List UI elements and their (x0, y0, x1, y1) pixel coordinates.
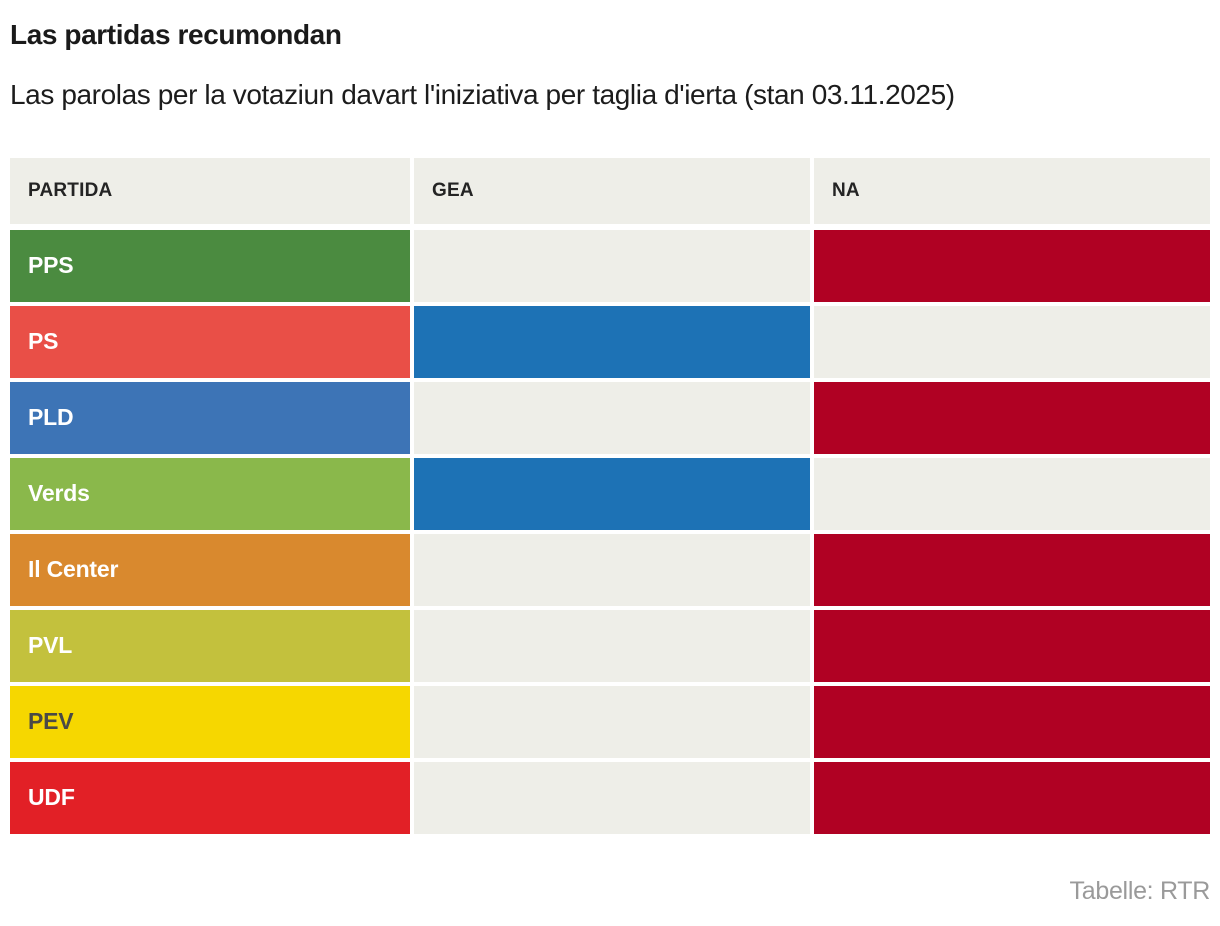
na-cell (814, 533, 1210, 606)
party-cell: PLD (10, 381, 410, 454)
chart-subtitle: Las parolas per la votaziun davart l'ini… (10, 78, 955, 110)
na-cell (814, 685, 1210, 758)
table-row: PS (10, 305, 1210, 378)
table-row: PLD (10, 381, 1210, 454)
chart-title: Las partidas recumondan (10, 19, 342, 50)
gea-cell (414, 381, 810, 454)
na-cell (814, 229, 1210, 302)
column-header-na: NA (814, 157, 1210, 224)
gea-cell (414, 685, 810, 758)
party-cell: PVL (10, 609, 410, 682)
table-row: PVL (10, 609, 1210, 682)
party-label: Il Center (28, 556, 119, 583)
party-cell: Il Center (10, 533, 410, 606)
party-cell: Verds (10, 457, 410, 530)
party-label: PVL (28, 632, 73, 659)
party-label: PS (28, 328, 59, 355)
recommendation-table: PARTIDA GEA NA PPS PS PLD Verds (10, 157, 1210, 834)
gea-cell (414, 761, 810, 834)
na-cell (814, 381, 1210, 454)
table-header-row: PARTIDA GEA NA (10, 157, 1210, 224)
party-label: PLD (28, 404, 74, 431)
party-cell: PPS (10, 229, 410, 302)
party-label: UDF (28, 784, 75, 811)
gea-cell (414, 533, 810, 606)
table-row: Il Center (10, 533, 1210, 606)
party-label: Verds (28, 480, 90, 507)
party-label: PPS (28, 252, 74, 279)
na-cell (814, 305, 1210, 378)
na-cell (814, 761, 1210, 834)
table-body: PPS PS PLD Verds Il Center PVL (10, 229, 1210, 834)
column-header-partida: PARTIDA (10, 157, 410, 224)
table-row: Verds (10, 457, 1210, 530)
table-row: PEV (10, 685, 1210, 758)
source-attribution: Tabelle: RTR (1069, 877, 1211, 905)
gea-cell (414, 229, 810, 302)
party-cell: PS (10, 305, 410, 378)
na-cell (814, 609, 1210, 682)
gea-cell (414, 457, 810, 530)
table-row: UDF (10, 761, 1210, 834)
party-label: PEV (28, 708, 74, 735)
table-row: PPS (10, 229, 1210, 302)
na-cell (814, 457, 1210, 530)
gea-cell (414, 305, 810, 378)
party-cell: PEV (10, 685, 410, 758)
gea-cell (414, 609, 810, 682)
party-cell: UDF (10, 761, 410, 834)
column-header-gea: GEA (414, 157, 810, 224)
